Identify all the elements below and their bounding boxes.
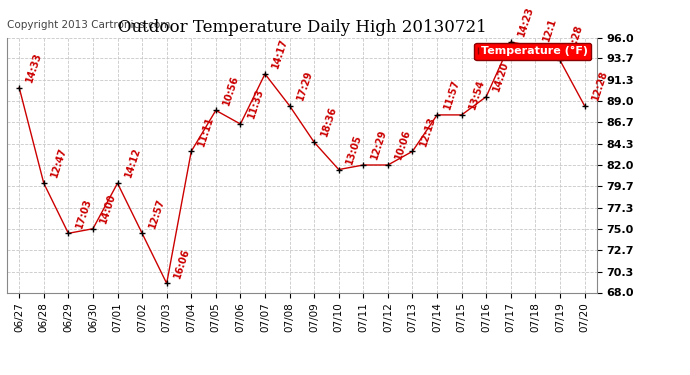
Text: 12:28: 12:28 — [566, 23, 584, 56]
Legend: Temperature (°F): Temperature (°F) — [474, 43, 591, 60]
Text: 18:36: 18:36 — [319, 105, 339, 138]
Text: 13:05: 13:05 — [344, 133, 364, 165]
Text: 16:06: 16:06 — [172, 247, 191, 279]
Text: 12:57: 12:57 — [148, 196, 167, 229]
Text: 14:17: 14:17 — [270, 37, 290, 70]
Text: 14:33: 14:33 — [25, 51, 44, 83]
Text: 12:1: 12:1 — [541, 16, 558, 42]
Text: 17:29: 17:29 — [295, 69, 314, 102]
Text: 13:54: 13:54 — [467, 78, 486, 111]
Text: 12:47: 12:47 — [49, 147, 68, 179]
Text: 12:13: 12:13 — [418, 115, 437, 147]
Text: 14:23: 14:23 — [516, 5, 535, 38]
Text: 14:20: 14:20 — [492, 60, 511, 93]
Text: 14:00: 14:00 — [99, 192, 117, 225]
Text: 17:03: 17:03 — [74, 196, 93, 229]
Text: 10:06: 10:06 — [393, 128, 413, 161]
Text: 11:33: 11:33 — [246, 87, 265, 120]
Text: 14:12: 14:12 — [123, 147, 142, 179]
Text: 12:28: 12:28 — [590, 69, 609, 102]
Text: 10:56: 10:56 — [221, 74, 241, 106]
Text: 11:11: 11:11 — [197, 115, 216, 147]
Text: 12:29: 12:29 — [369, 128, 388, 161]
Text: 11:57: 11:57 — [442, 78, 462, 111]
Title: Outdoor Temperature Daily High 20130721: Outdoor Temperature Daily High 20130721 — [117, 19, 486, 36]
Text: Copyright 2013 Cartronics.com: Copyright 2013 Cartronics.com — [7, 20, 170, 30]
